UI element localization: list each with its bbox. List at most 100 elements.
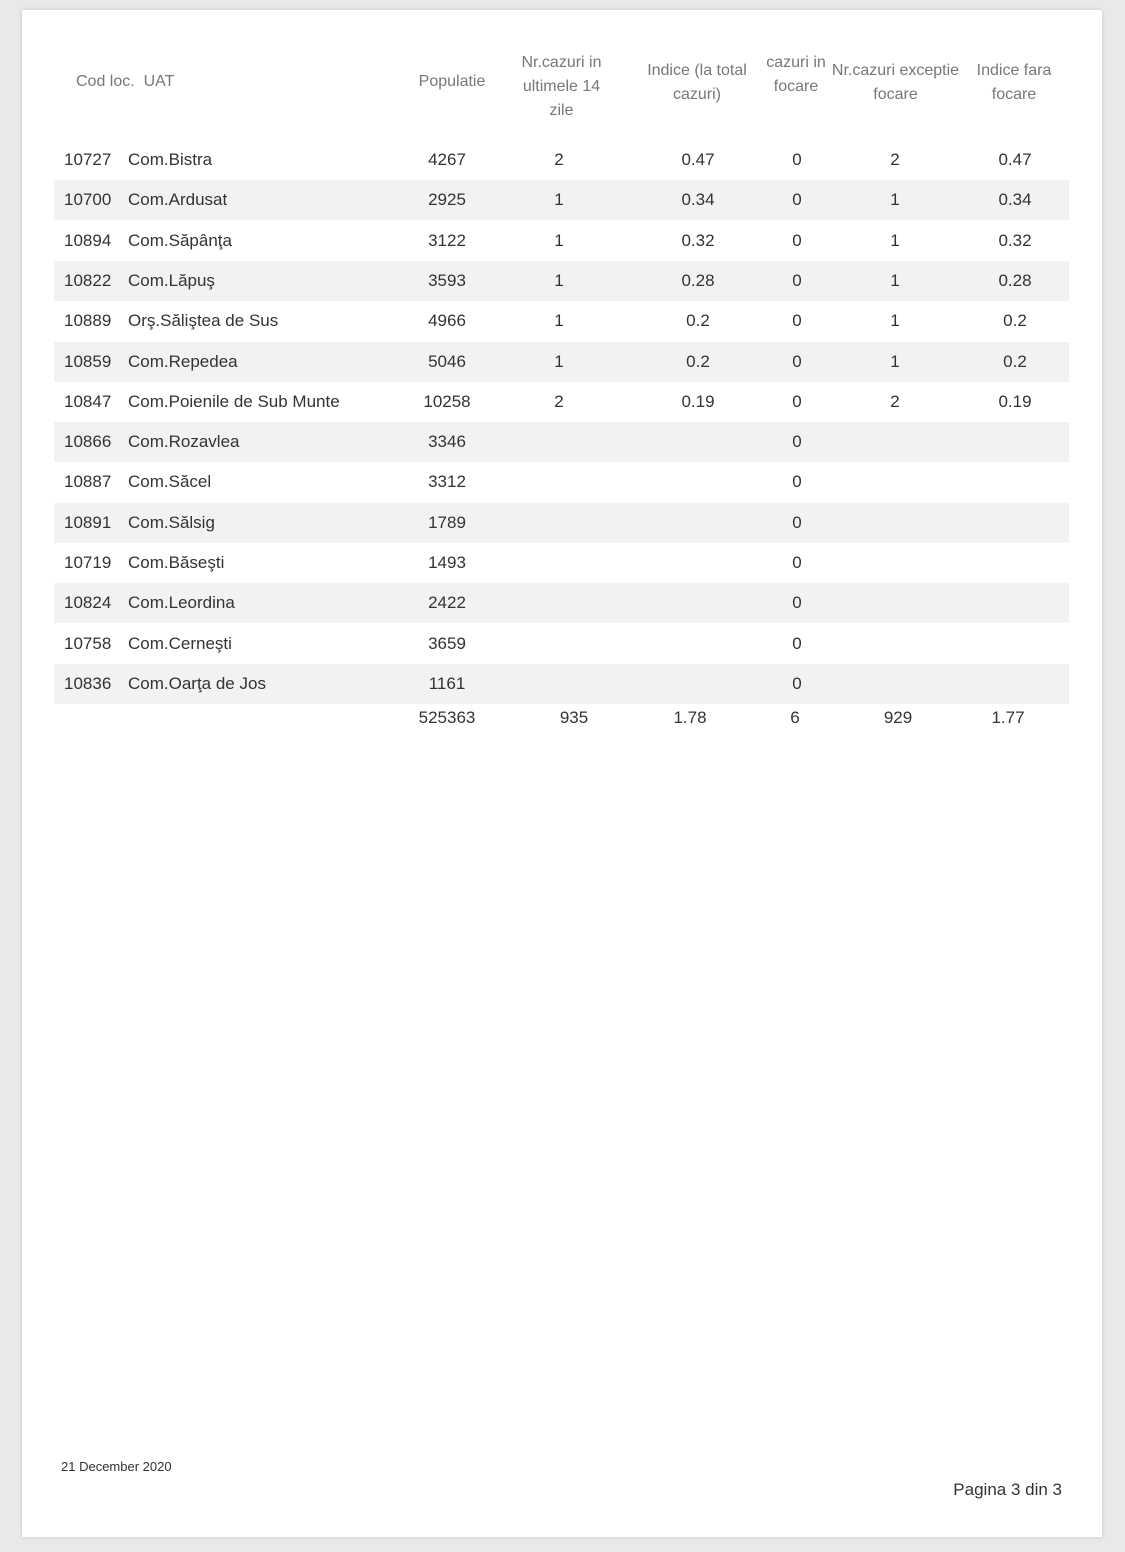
table-row: 10866 Com.Rozavlea 3346 0: [54, 422, 1069, 463]
nr-cell: 1: [554, 230, 564, 250]
table-row: 10719 Com.Băseşti 1493 0: [54, 543, 1069, 583]
total-indice-cell: 1.78: [673, 708, 707, 728]
populatie-cell: 5046: [428, 351, 466, 371]
focare-cell: 0: [792, 190, 802, 210]
table-row: 10859 Com.Repedea 5046 1 0.2 0 1 0.2: [54, 341, 1069, 382]
indice-cell: 0.28: [681, 270, 715, 290]
exceptie-cell: 2: [890, 150, 900, 169]
header-cazuri-focare: cazuri in focare: [766, 54, 826, 95]
focare-cell: 0: [792, 593, 802, 613]
table-row: 10894 Com.Săpânţa 3122 1 0.32 0 1 0.32: [54, 221, 1069, 261]
exceptie-cell: 1: [890, 230, 900, 250]
cod-cell: 10719: [64, 553, 112, 572]
populatie-cell: 2925: [428, 190, 466, 210]
indice-cell: 0.34: [681, 190, 715, 210]
focare-cell: 0: [792, 512, 802, 532]
table-row: 10758 Com.Cerneşti 3659 0: [54, 624, 1069, 664]
populatie-cell: 2422: [428, 593, 466, 613]
cod-cell: 10859: [64, 351, 112, 371]
uat-cell: Com.Bistra: [128, 150, 213, 169]
fara-cell: 0.2: [1003, 351, 1027, 371]
uat-cell: Com.Sălsig: [128, 512, 215, 532]
uat-cell: Com.Repedea: [128, 351, 238, 371]
total-fara-cell: 1.77: [991, 708, 1025, 728]
table-row: 10847 Com.Poienile de Sub Munte 10258 2 0.19…: [54, 382, 1069, 422]
nr-cell: 2: [554, 391, 564, 411]
exceptie-cell: 1: [890, 190, 900, 210]
header-indice-total: Indice (la total cazuri): [647, 62, 747, 103]
header-uat-label: UAT: [143, 73, 175, 90]
uat-cell: Com.Săpânţa: [128, 230, 232, 250]
nr-cell: 1: [554, 351, 564, 371]
populatie-cell: 4966: [428, 311, 466, 331]
table-row: 10887 Com.Săcel 3312 0: [54, 462, 1069, 502]
header-cod: Cod loc. UAT: [76, 70, 174, 94]
focare-cell: 0: [792, 673, 802, 693]
exceptie-cell: 1: [890, 270, 900, 290]
cod-cell: 10889: [64, 311, 112, 331]
total-populatie-cell: 525363: [418, 708, 476, 728]
fara-cell: 0.28: [998, 270, 1032, 290]
total-focare-cell: 6: [790, 708, 800, 728]
fara-cell: 0.34: [998, 190, 1032, 210]
total-exceptie-cell: 929: [883, 708, 913, 728]
nr-cell: 1: [554, 190, 564, 210]
cod-cell: 10758: [64, 633, 112, 653]
populatie-cell: 1789: [428, 512, 466, 532]
focare-cell: 0: [792, 150, 802, 169]
focare-cell: 0: [792, 311, 802, 331]
footer-date: 21 December 2020: [61, 1459, 172, 1474]
exceptie-cell: 2: [890, 391, 900, 411]
focare-cell: 0: [792, 391, 802, 411]
table-row: 10891 Com.Sălsig 1789 0: [54, 502, 1069, 543]
table-row: 10824 Com.Leordina 2422 0: [54, 583, 1069, 624]
cod-cell: 10822: [64, 270, 112, 290]
exceptie-cell: 1: [890, 351, 900, 371]
table-row: 10727 Com.Bistra 4267 2 0.47 0 2 0.47: [54, 140, 1069, 180]
populatie-cell: 10258: [423, 391, 471, 411]
table-row: 10822 Com.Lăpuş 3593 1 0.28 0 1 0.28: [54, 260, 1069, 301]
total-nr-cell: 935: [559, 708, 589, 728]
header-indice-fara: Indice fara focare: [976, 62, 1052, 103]
uat-cell: Com.Băseşti: [128, 553, 225, 572]
focare-cell: 0: [792, 432, 802, 452]
fara-cell: 0.47: [998, 150, 1032, 169]
footer-page-number: Pagina 3 din 3: [953, 1480, 1062, 1499]
indice-cell: 0.32: [681, 230, 715, 250]
populatie-cell: 1493: [428, 553, 466, 572]
populatie-cell: 4267: [428, 150, 466, 169]
indice-cell: 0.19: [681, 391, 715, 411]
populatie-cell: 1161: [428, 673, 466, 693]
cod-cell: 10891: [64, 512, 112, 532]
uat-cell: Orş.Săliştea de Sus: [128, 311, 279, 331]
focare-cell: 0: [792, 633, 802, 653]
cod-cell: 10824: [64, 593, 112, 613]
uat-cell: Com.Ardusat: [128, 190, 228, 210]
indice-cell: 0.2: [686, 311, 710, 331]
document-page: Cod loc. UAT Populatie Nr.cazuri in ulti…: [22, 10, 1102, 1537]
focare-cell: 0: [792, 270, 802, 290]
focare-cell: 0: [792, 230, 802, 250]
nr-cell: 2: [554, 150, 564, 169]
fara-cell: 0.2: [1003, 311, 1027, 331]
table-row: 10836 Com.Oarţa de Jos 1161 0: [54, 663, 1069, 704]
uat-cell: Com.Săcel: [128, 472, 212, 492]
indice-cell: 0.47: [681, 150, 715, 169]
cod-cell: 10700: [64, 190, 112, 210]
cod-cell: 10866: [64, 432, 112, 452]
nr-cell: 1: [554, 270, 564, 290]
populatie-cell: 3593: [428, 270, 466, 290]
totals-row: 525363 935 1.78 6 929 1.77: [54, 698, 1069, 738]
focare-cell: 0: [792, 351, 802, 371]
populatie-cell: 3346: [428, 432, 466, 452]
fara-cell: 0.32: [998, 230, 1032, 250]
cod-cell: 10727: [64, 150, 112, 169]
table-row: 10700 Com.Ardusat 2925 1 0.34 0 1 0.34: [54, 180, 1069, 221]
cod-cell: 10847: [64, 391, 112, 411]
focare-cell: 0: [792, 472, 802, 492]
nr-cell: 1: [554, 311, 564, 331]
fara-cell: 0.19: [998, 391, 1032, 411]
cod-cell: 10894: [64, 230, 112, 250]
uat-cell: Com.Oarţa de Jos: [128, 673, 266, 693]
uat-cell: Com.Cerneşti: [128, 633, 232, 653]
